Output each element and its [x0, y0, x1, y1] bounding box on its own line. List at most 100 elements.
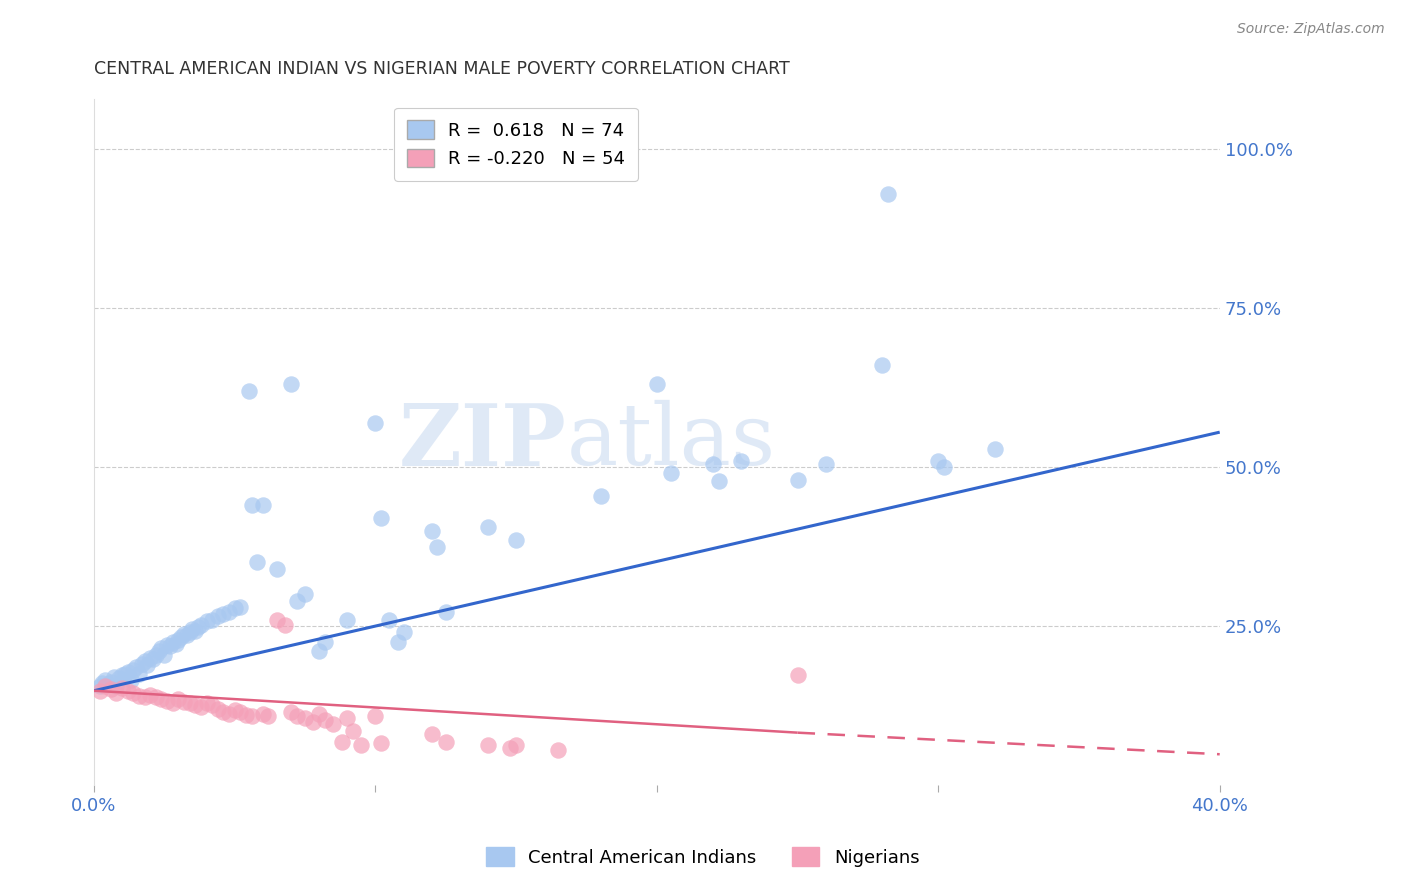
Point [814, 457, 837, 471]
Point [702, 457, 724, 471]
Point [730, 454, 752, 468]
Point [159, 639, 181, 653]
Point [294, 587, 316, 601]
Point [870, 359, 893, 373]
Point [378, 613, 401, 627]
Point [117, 683, 139, 698]
Point [190, 700, 212, 714]
Text: atlas: atlas [567, 401, 776, 483]
Point [111, 668, 134, 682]
Point [139, 650, 162, 665]
Point [308, 706, 330, 721]
Point [89, 679, 111, 693]
Point [207, 609, 229, 624]
Point [122, 664, 145, 678]
Point [184, 624, 207, 638]
Text: Source: ZipAtlas.com: Source: ZipAtlas.com [1237, 22, 1385, 37]
Point [122, 685, 145, 699]
Point [218, 605, 240, 619]
Point [167, 632, 190, 647]
Point [94, 679, 117, 693]
Point [426, 540, 449, 554]
Point [94, 673, 117, 687]
Point [314, 713, 336, 727]
Point [786, 473, 808, 487]
Point [184, 698, 207, 713]
Point [128, 689, 150, 703]
Point [420, 524, 443, 538]
Point [927, 454, 949, 468]
Point [117, 665, 139, 679]
Point [280, 705, 302, 719]
Point [111, 681, 134, 696]
Legend: R =  0.618   N = 74, R = -0.220   N = 54: R = 0.618 N = 74, R = -0.220 N = 54 [394, 108, 638, 180]
Point [235, 707, 257, 722]
Point [229, 599, 252, 614]
Point [364, 416, 387, 430]
Point [240, 709, 263, 723]
Point [505, 533, 527, 548]
Point [187, 620, 209, 634]
Point [142, 652, 165, 666]
Point [252, 706, 274, 721]
Point [167, 692, 190, 706]
Text: CENTRAL AMERICAN INDIAN VS NIGERIAN MALE POVERTY CORRELATION CHART: CENTRAL AMERICAN INDIAN VS NIGERIAN MALE… [94, 60, 790, 78]
Point [266, 613, 288, 627]
Point [659, 467, 682, 481]
Point [153, 648, 176, 662]
Point [170, 631, 193, 645]
Point [100, 674, 122, 689]
Point [589, 489, 612, 503]
Point [224, 703, 246, 717]
Point [294, 711, 316, 725]
Point [434, 734, 457, 748]
Point [477, 520, 499, 534]
Point [246, 555, 269, 569]
Point [308, 644, 330, 658]
Point [212, 705, 235, 719]
Point [176, 628, 198, 642]
Point [477, 739, 499, 753]
Point [131, 657, 153, 671]
Point [128, 666, 150, 681]
Point [150, 692, 173, 706]
Point [707, 474, 730, 488]
Point [322, 717, 344, 731]
Point [364, 709, 387, 723]
Point [145, 690, 167, 704]
Point [91, 676, 114, 690]
Point [499, 740, 522, 755]
Point [285, 709, 308, 723]
Point [983, 442, 1005, 457]
Point [173, 626, 195, 640]
Point [195, 614, 218, 628]
Legend: Central American Indians, Nigerians: Central American Indians, Nigerians [479, 840, 927, 874]
Point [212, 607, 235, 622]
Point [100, 682, 122, 697]
Point [173, 695, 195, 709]
Point [240, 498, 263, 512]
Point [134, 654, 156, 668]
Point [434, 605, 457, 619]
Point [336, 613, 359, 627]
Point [97, 677, 120, 691]
Point [645, 377, 668, 392]
Point [179, 625, 201, 640]
Point [145, 648, 167, 662]
Point [280, 377, 302, 392]
Point [786, 668, 808, 682]
Point [207, 701, 229, 715]
Point [218, 706, 240, 721]
Point [156, 638, 179, 652]
Text: ZIP: ZIP [399, 400, 567, 483]
Point [350, 739, 373, 753]
Point [134, 690, 156, 704]
Point [330, 734, 353, 748]
Point [195, 697, 218, 711]
Point [274, 617, 297, 632]
Point [342, 723, 364, 738]
Point [314, 635, 336, 649]
Point [932, 460, 955, 475]
Point [547, 743, 569, 757]
Point [120, 673, 142, 687]
